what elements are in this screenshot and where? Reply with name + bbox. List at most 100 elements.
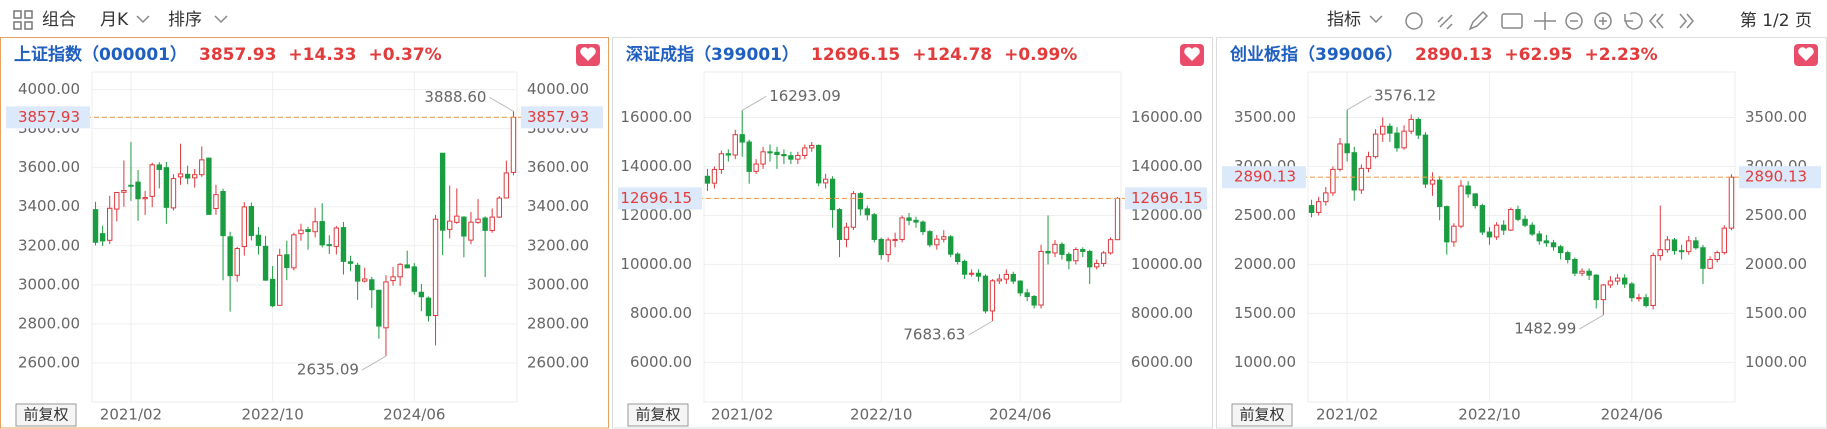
note-leader — [741, 95, 767, 111]
candle-body — [1543, 240, 1550, 244]
candle-body — [510, 116, 517, 173]
candle-body — [425, 297, 432, 317]
candle-body — [948, 236, 954, 255]
comment-icon[interactable] — [1501, 13, 1523, 29]
quote-change: +62.95 — [1504, 45, 1572, 65]
candle-body — [816, 144, 822, 184]
candle-body — [961, 260, 968, 275]
candle-body — [725, 153, 731, 156]
candle-body — [955, 253, 961, 262]
candle-body — [1444, 206, 1450, 243]
x-tick-label: 2022/10 — [1458, 406, 1520, 424]
candle-body — [248, 206, 255, 236]
adjust-button[interactable]: 前复权 — [1239, 406, 1284, 424]
candle-body — [1031, 295, 1037, 306]
candle-body — [850, 193, 857, 228]
candle-body — [1565, 252, 1571, 260]
y-tick-label-right: 3500.00 — [1745, 108, 1807, 126]
candle-body — [1621, 277, 1628, 285]
candle-body — [1629, 283, 1635, 299]
candle-body — [1003, 273, 1009, 280]
candle-body — [1643, 297, 1649, 307]
link-icon[interactable] — [1437, 14, 1453, 30]
candle-body — [996, 278, 1003, 282]
candle-body — [1486, 231, 1493, 238]
candle-body — [1422, 134, 1429, 185]
panel-border[interactable] — [612, 37, 1213, 429]
candle-body — [475, 218, 481, 223]
next-icon[interactable] — [1679, 13, 1694, 29]
candle-body — [347, 261, 354, 264]
adjust-button-box[interactable] — [627, 403, 689, 427]
candle-body — [269, 278, 276, 307]
candle-body — [1721, 227, 1728, 254]
candle-body — [418, 291, 425, 298]
adjust-button[interactable]: 前复权 — [635, 406, 680, 424]
candle-body — [732, 134, 738, 156]
candle-body — [1337, 143, 1343, 170]
prev-icon[interactable] — [1649, 13, 1664, 29]
candle-body — [291, 234, 297, 269]
adjust-button-box[interactable] — [15, 403, 77, 427]
crosshair-icon[interactable] — [1534, 12, 1556, 30]
candle-body — [1472, 193, 1478, 207]
zoom-out-icon[interactable] — [1565, 12, 1583, 30]
y-tick-label-right: 10000.00 — [1131, 255, 1203, 273]
plot-frame — [91, 71, 518, 403]
candle-body — [1714, 252, 1720, 260]
candle-body — [704, 175, 711, 184]
chevron — [1369, 15, 1383, 24]
quote-change-pct: +2.23% — [1584, 45, 1657, 65]
sort-button[interactable]: 排序 — [168, 10, 202, 30]
candle-body — [461, 216, 467, 237]
candle-body — [362, 278, 368, 282]
y-tick-label-right: 2000.00 — [1745, 255, 1807, 273]
x-tick-label: 2022/10 — [850, 406, 912, 424]
price-label-left: 2890.13 — [1234, 168, 1296, 186]
settings-icon[interactable] — [1405, 12, 1423, 30]
candle-body — [989, 280, 996, 312]
candle-body — [795, 154, 801, 160]
candle-body — [454, 215, 460, 223]
y-tick-label-left: 2600.00 — [18, 353, 80, 371]
candle-body — [982, 275, 989, 312]
quote-change: +124.78 — [912, 45, 992, 65]
pen-icon[interactable] — [1468, 10, 1489, 31]
y-tick-label-right: 6000.00 — [1131, 353, 1193, 371]
candle-body — [774, 151, 780, 156]
adjust-button[interactable]: 前复权 — [23, 406, 68, 424]
quote-change: +14.33 — [288, 45, 356, 65]
candle-body — [1429, 179, 1436, 185]
group-icon[interactable] — [13, 10, 33, 30]
period-button[interactable]: 月K — [100, 10, 129, 30]
x-tick-label: 2024/06 — [989, 406, 1051, 424]
candle-body — [913, 219, 919, 223]
candle-body — [767, 151, 773, 154]
price-label-right: 12696.15 — [1131, 189, 1203, 207]
group-button[interactable]: 组合 — [42, 10, 76, 30]
indicator-button[interactable]: 指标 — [1327, 10, 1361, 30]
candle-body — [1387, 125, 1393, 134]
candle-body — [1600, 284, 1607, 301]
price-box-left — [618, 187, 702, 210]
x-tick-label: 2021/02 — [1316, 406, 1378, 424]
candle-body — [227, 236, 233, 277]
candle-body — [156, 164, 162, 170]
candle-body — [1579, 270, 1585, 274]
y-tick-label-right: 2600.00 — [527, 353, 589, 371]
candle-body — [284, 254, 290, 268]
zoom-in-icon[interactable] — [1594, 12, 1612, 30]
candle-body — [1323, 192, 1329, 203]
candle-body — [1436, 179, 1443, 208]
price-box-right — [1739, 166, 1821, 189]
candle-body — [802, 147, 808, 156]
candle-body — [822, 178, 829, 184]
candle-body — [121, 190, 127, 193]
candle-body — [1080, 248, 1086, 252]
adjust-button-box[interactable] — [1231, 403, 1293, 427]
plot-frame — [1307, 71, 1736, 403]
price-note: 16293.09 — [769, 87, 841, 105]
heart-icon — [1798, 47, 1814, 61]
reset-icon[interactable] — [1624, 12, 1643, 30]
